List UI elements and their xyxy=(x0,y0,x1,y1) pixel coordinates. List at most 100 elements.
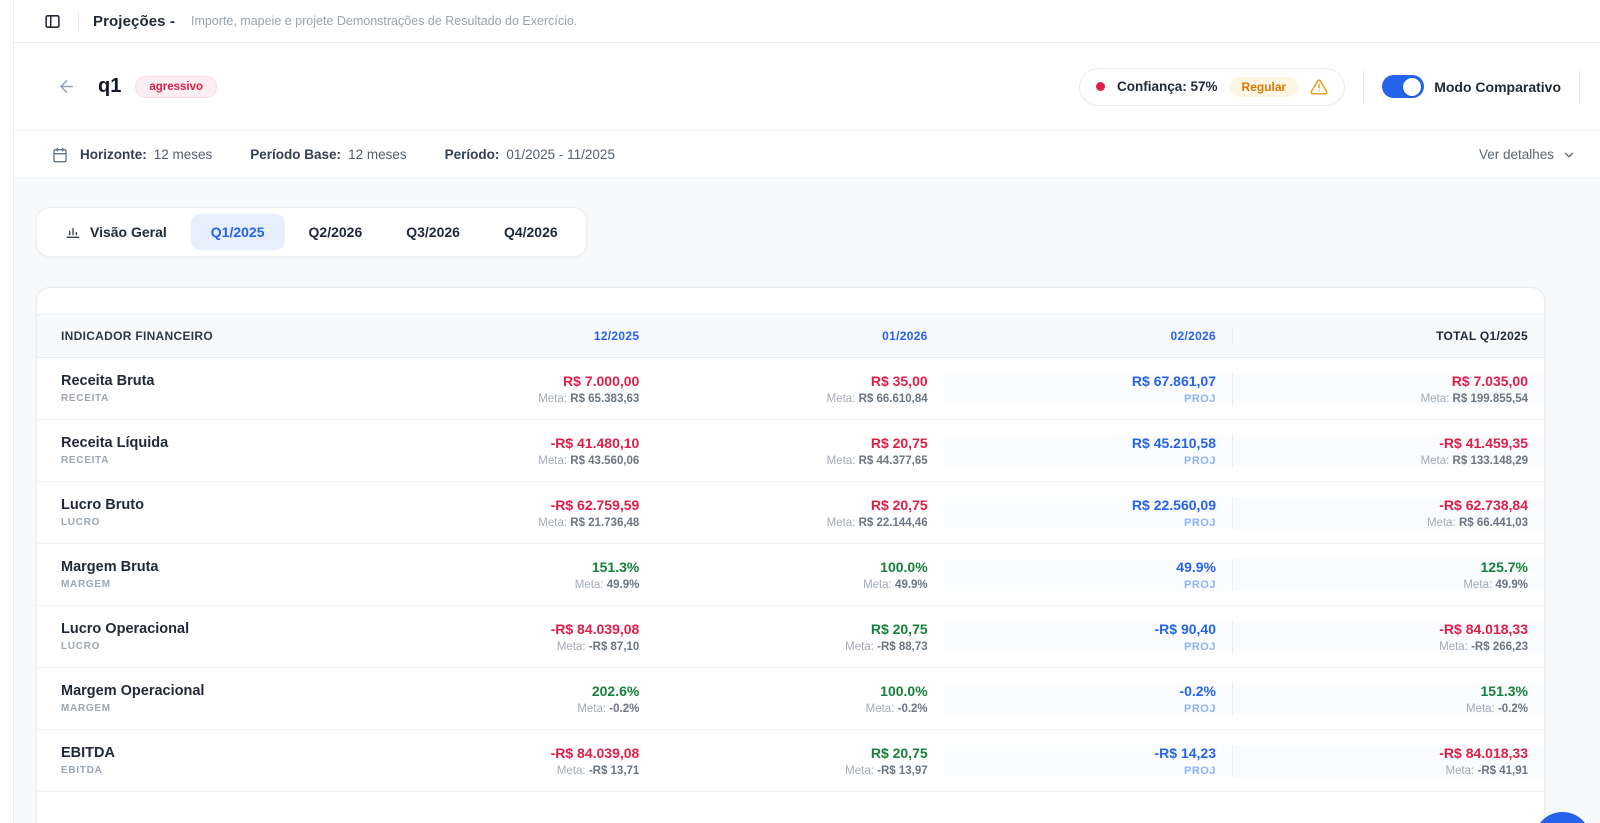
divider xyxy=(78,11,79,31)
tab-q4-2026[interactable]: Q4/2026 xyxy=(484,214,578,250)
total-column-header: TOTAL Q1/2025 xyxy=(1232,329,1544,343)
period-tabs: Visão Geral Q1/2025 Q2/2026 Q3/2026 Q4/2… xyxy=(36,207,587,257)
calendar-icon xyxy=(52,147,68,163)
divider xyxy=(1363,69,1365,104)
page-title: Projeções - xyxy=(93,12,175,30)
view-details-button[interactable]: Ver detalhes xyxy=(1479,147,1576,162)
topbar: Projeções - Importe, mapeie e projete De… xyxy=(14,0,1600,43)
sidebar-toggle-button[interactable] xyxy=(40,9,64,33)
indicator-name: EBITDA xyxy=(61,745,115,761)
confidence-text: Confiança: 57% xyxy=(1117,79,1218,94)
horizon-label: Horizonte: xyxy=(80,147,147,162)
indicator-category: LUCRO xyxy=(61,517,101,528)
table-row: Receita Líquida RECEITA -R$ 41.480,10 Met… xyxy=(37,420,1544,482)
proj-label: PROJ xyxy=(1184,764,1216,777)
total-cell: -R$ 84.018,33 Meta: -R$ 41,91 xyxy=(1232,744,1544,777)
tab-q2-2026[interactable]: Q2/2026 xyxy=(289,214,383,250)
cell-meta: Meta: R$ 22.144,46 xyxy=(826,516,928,529)
period-item: Período: 01/2025 - 11/2025 xyxy=(445,147,615,162)
cell-meta: Meta: 49.9% xyxy=(574,578,640,591)
content-area: Visão Geral Q1/2025 Q2/2026 Q3/2026 Q4/2… xyxy=(14,179,1600,823)
cell-value: R$ 7.000,00 xyxy=(563,372,640,389)
proj-label: PROJ xyxy=(1184,702,1216,715)
cell-meta: Meta: -R$ 266,23 xyxy=(1439,640,1528,653)
month-cell: -R$ 84.039,08 Meta: -R$ 13,71 xyxy=(367,745,655,777)
base-period-label: Período Base: xyxy=(250,147,342,162)
indicator-category: RECEITA xyxy=(61,455,110,466)
base-period-item: Período Base: 12 meses xyxy=(250,147,406,162)
cell-meta: Meta: -R$ 13,71 xyxy=(556,764,640,777)
scenario-type-badge: agressivo xyxy=(135,75,218,98)
indicator-name: Lucro Bruto xyxy=(61,497,144,513)
meta-bar: Horizonte: 12 meses Período Base: 12 mes… xyxy=(14,131,1600,179)
view-details-label: Ver detalhes xyxy=(1478,147,1554,162)
comparative-mode-toggle[interactable]: Modo Comparativo xyxy=(1382,75,1561,98)
month-cell: -R$ 90,40 PROJ xyxy=(943,620,1232,653)
tab-q3-2026[interactable]: Q3/2026 xyxy=(386,214,480,250)
cell-value: R$ 45.210,58 xyxy=(1131,434,1216,451)
period-label: Período: xyxy=(444,147,500,162)
cell-meta: Meta: R$ 65.383,63 xyxy=(538,392,640,405)
month-cell: 151.3% Meta: 49.9% xyxy=(367,559,655,591)
month-cell: -R$ 14,23 PROJ xyxy=(943,744,1232,777)
month-column-header[interactable]: 12/2025 xyxy=(593,329,640,343)
toggle-knob xyxy=(1403,77,1422,96)
total-cell: -R$ 84.018,33 Meta: -R$ 266,23 xyxy=(1232,620,1544,653)
cell-value: R$ 67.861,07 xyxy=(1131,372,1216,389)
cell-value: -R$ 84.018,33 xyxy=(1439,744,1528,761)
tab-label: Visão Geral xyxy=(90,224,167,240)
indicator-cell: Lucro Bruto LUCRO xyxy=(37,497,367,528)
month-cell: R$ 20,75 Meta: R$ 22.144,46 xyxy=(655,497,943,529)
indicator-category: MARGEM xyxy=(61,579,111,590)
month-column-header[interactable]: 02/2026 xyxy=(1170,329,1216,343)
month-cell: R$ 7.000,00 Meta: R$ 65.383,63 xyxy=(367,373,655,405)
indicator-cell: EBITDA EBITDA xyxy=(37,745,367,776)
confidence-chip[interactable]: Confiança: 57% Regular xyxy=(1079,67,1346,106)
proj-label: PROJ xyxy=(1184,640,1216,653)
tab-label: Q3/2026 xyxy=(406,224,460,240)
cell-value: R$ 20,75 xyxy=(870,496,928,513)
cell-value: R$ 35,00 xyxy=(870,372,928,389)
month-column-header[interactable]: 01/2026 xyxy=(882,329,928,343)
back-button[interactable] xyxy=(52,73,80,101)
cell-meta: Meta: R$ 21.736,48 xyxy=(538,516,640,529)
indicator-cell: Margem Bruta MARGEM xyxy=(37,559,367,590)
cell-meta: Meta: 49.9% xyxy=(1463,578,1528,591)
cell-value: -R$ 84.039,08 xyxy=(550,744,640,761)
cell-value: -R$ 62.738,84 xyxy=(1439,496,1528,513)
cell-meta: Meta: -0.2% xyxy=(577,702,640,715)
table-row: Lucro Bruto LUCRO -R$ 62.759,59 Meta: R$ … xyxy=(37,482,1544,544)
divider xyxy=(1579,69,1580,104)
indicator-cell: Lucro Operacional LUCRO xyxy=(37,621,367,652)
tab-label: Q1/2025 xyxy=(210,224,265,240)
cell-value: R$ 20,75 xyxy=(870,434,928,451)
cell-meta: Meta: -0.2% xyxy=(865,702,928,715)
cell-meta: Meta: -R$ 87,10 xyxy=(556,640,640,653)
warning-triangle-icon xyxy=(1310,78,1328,96)
cell-meta: Meta: R$ 199.855,54 xyxy=(1420,392,1528,405)
tab-q1-2025[interactable]: Q1/2025 xyxy=(190,214,285,250)
month-cell: R$ 35,00 Meta: R$ 66.610,84 xyxy=(655,373,943,405)
cell-meta: Meta: R$ 43.560,06 xyxy=(538,454,640,467)
proj-label: PROJ xyxy=(1184,392,1216,405)
page-subtitle: Importe, mapeie e projete Demonstrações … xyxy=(190,14,578,28)
scenario-name: q1 xyxy=(98,75,122,97)
cell-value: R$ 20,75 xyxy=(870,744,928,761)
floating-action-button[interactable] xyxy=(1534,812,1591,823)
total-cell: 125.7% Meta: 49.9% xyxy=(1232,558,1544,591)
tab-visao-geral[interactable]: Visão Geral xyxy=(45,214,187,250)
toggle-switch-on[interactable] xyxy=(1382,75,1425,98)
cell-value: -0.2% xyxy=(1179,682,1216,699)
indicator-name: Receita Líquida xyxy=(61,435,169,451)
horizon-item: Horizonte: 12 meses xyxy=(80,147,212,162)
cell-value: 125.7% xyxy=(1480,558,1528,575)
table-row: Lucro Operacional LUCRO -R$ 84.039,08 Met… xyxy=(37,606,1544,668)
cell-value: -R$ 41.459,35 xyxy=(1439,434,1528,451)
month-cell: -R$ 84.039,08 Meta: -R$ 87,10 xyxy=(367,621,655,653)
table-header-row: INDICADOR FINANCEIRO 12/2025 01/2026 02/… xyxy=(37,314,1544,358)
cell-value: -R$ 84.018,33 xyxy=(1439,620,1528,637)
indicator-name: Receita Bruta xyxy=(61,373,155,389)
confidence-status-badge: Regular xyxy=(1229,76,1299,97)
confidence-dot-icon xyxy=(1096,82,1105,91)
